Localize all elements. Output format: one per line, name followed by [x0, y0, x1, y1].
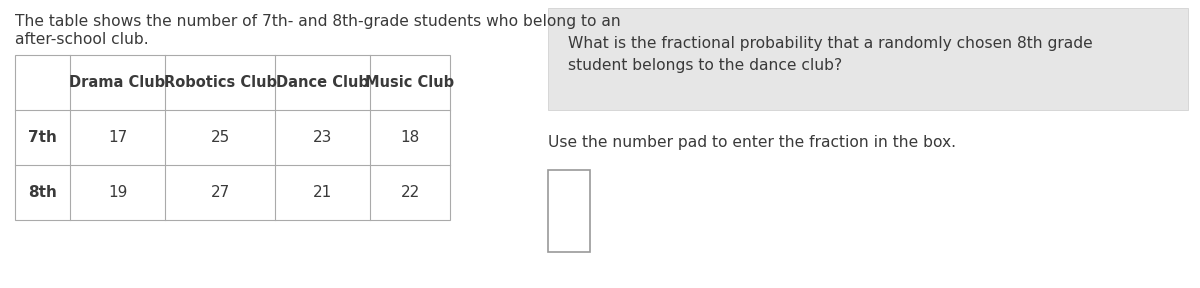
Text: 21: 21: [313, 185, 332, 200]
Text: 17: 17: [108, 130, 127, 145]
Text: 8th: 8th: [28, 185, 56, 200]
Text: Use the number pad to enter the fraction in the box.: Use the number pad to enter the fraction…: [548, 135, 956, 150]
Text: Robotics Club: Robotics Club: [163, 75, 276, 90]
Text: Dance Club: Dance Club: [276, 75, 368, 90]
Text: 19: 19: [108, 185, 127, 200]
Text: What is the fractional probability that a randomly chosen 8th grade: What is the fractional probability that …: [568, 36, 1093, 51]
Text: 7th: 7th: [28, 130, 56, 145]
Text: 25: 25: [210, 130, 229, 145]
Bar: [548, 8, 1188, 110]
Text: Music Club: Music Club: [366, 75, 455, 90]
Text: The table shows the number of 7th- and 8th-grade students who belong to an: The table shows the number of 7th- and 8…: [14, 14, 620, 29]
Bar: [14, 55, 450, 220]
Text: after-school club.: after-school club.: [14, 32, 149, 47]
Text: student belongs to the dance club?: student belongs to the dance club?: [568, 58, 842, 73]
Text: 18: 18: [401, 130, 420, 145]
Text: Drama Club: Drama Club: [70, 75, 166, 90]
Text: 27: 27: [210, 185, 229, 200]
Text: 22: 22: [401, 185, 420, 200]
Bar: [548, 170, 590, 252]
Text: 23: 23: [313, 130, 332, 145]
